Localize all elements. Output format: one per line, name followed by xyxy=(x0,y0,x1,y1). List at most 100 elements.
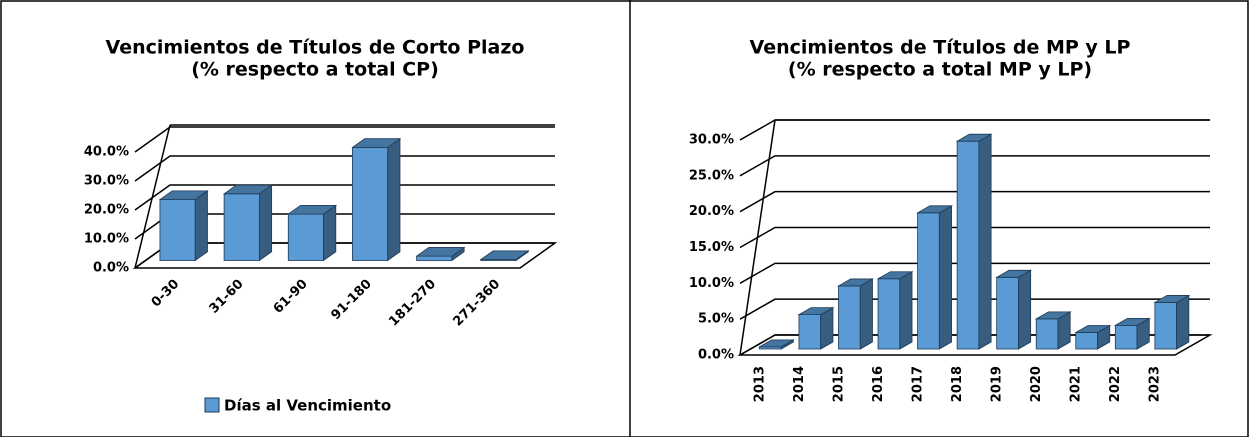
bar-front xyxy=(838,285,861,350)
bar xyxy=(479,250,530,262)
bar-front xyxy=(159,199,196,261)
legend-swatch xyxy=(204,397,220,413)
grid-line xyxy=(134,155,555,182)
x-tick-label: 2019 xyxy=(990,366,1005,402)
bar-top xyxy=(955,133,993,142)
y-tick-label: 40.0% xyxy=(84,145,129,160)
y-tick-label: 15.0% xyxy=(689,240,734,255)
bar xyxy=(287,204,338,262)
y-tick-label: 30.0% xyxy=(84,174,129,189)
y-tick-label: 20.0% xyxy=(84,203,129,218)
floor xyxy=(737,334,1213,356)
bar-top xyxy=(797,307,835,316)
x-tick-label: 61-90 xyxy=(271,277,311,317)
bar-front xyxy=(1035,318,1059,350)
chart-title: Vencimientos de Títulos de Corto Plazo xyxy=(106,37,525,59)
bar-top xyxy=(1074,325,1112,333)
x-tick-label: 2018 xyxy=(950,366,965,402)
bar-side xyxy=(938,205,952,350)
bar-side xyxy=(1018,269,1032,350)
x-tick-label: 2013 xyxy=(752,366,767,402)
bar-side xyxy=(1176,294,1190,350)
bar-side xyxy=(899,271,913,350)
bar-front xyxy=(223,193,260,261)
bar xyxy=(1113,317,1151,350)
bar xyxy=(836,278,874,350)
grid-line xyxy=(134,126,555,153)
bar-side xyxy=(387,137,401,262)
bar xyxy=(1034,311,1072,350)
x-tick-label: 2020 xyxy=(1029,366,1044,402)
y-tick-label: 5.0% xyxy=(698,312,734,327)
chart-title: Vencimientos de Títulos de MP y LP xyxy=(750,37,1131,59)
bar-side xyxy=(258,184,273,262)
bar-side xyxy=(323,204,337,262)
grid-line xyxy=(739,298,1210,320)
x-tick-label: 2021 xyxy=(1069,366,1084,402)
grid-line xyxy=(739,226,1210,249)
x-tick-label: 0-30 xyxy=(149,277,183,311)
x-tick-label: 2023 xyxy=(1148,366,1163,402)
bar-top xyxy=(995,269,1033,278)
bar-top xyxy=(916,205,954,214)
bar-front xyxy=(917,212,940,350)
bar-side xyxy=(978,133,992,350)
bar-side xyxy=(859,278,873,350)
grid-line xyxy=(739,190,1210,213)
bar xyxy=(1074,324,1112,350)
x-tick-label: 31-60 xyxy=(207,277,247,317)
bar-side xyxy=(194,190,208,262)
chart-title: (% respecto a total MP y LP) xyxy=(788,59,1092,81)
bar xyxy=(797,306,835,350)
bar xyxy=(158,190,209,262)
y-tick-label: 0.0% xyxy=(698,348,734,363)
bar-top xyxy=(158,190,209,201)
x-tick-label: 181-270 xyxy=(386,277,439,330)
floor xyxy=(132,242,558,269)
wall-edge xyxy=(134,124,171,269)
x-tick-label: 2017 xyxy=(910,366,925,402)
bar-top xyxy=(1113,317,1151,326)
chart-title: (% respecto a total CP) xyxy=(191,59,439,81)
bar xyxy=(995,269,1033,350)
bar-top xyxy=(836,278,874,287)
bar xyxy=(757,339,795,350)
bar-front xyxy=(416,255,453,261)
bar-top xyxy=(1034,311,1072,320)
bar xyxy=(351,137,402,262)
bar-front xyxy=(877,278,901,350)
bar xyxy=(955,133,993,350)
bar xyxy=(1153,294,1191,350)
bar-top xyxy=(287,204,338,215)
x-tick-label: 2022 xyxy=(1108,366,1123,402)
x-tick-label: 2015 xyxy=(831,366,846,402)
bar-top xyxy=(351,138,402,148)
bar-top xyxy=(415,246,466,257)
grid-line xyxy=(134,184,555,211)
bar-top xyxy=(479,250,530,261)
bar xyxy=(415,246,466,262)
bar-front xyxy=(1075,332,1098,350)
y-tick-label: 0.0% xyxy=(93,261,129,276)
bar-front xyxy=(352,146,389,261)
bar xyxy=(222,184,273,262)
bar xyxy=(876,271,914,350)
x-tick-label: 91-180 xyxy=(328,277,374,323)
bar-front xyxy=(1154,302,1178,350)
bar-top xyxy=(757,339,795,348)
grid-line xyxy=(739,155,1210,177)
y-tick-label: 10.0% xyxy=(689,276,734,291)
x-tick-label: 2016 xyxy=(871,366,886,402)
bar-top xyxy=(1153,295,1191,303)
bar-front xyxy=(287,213,324,261)
bar-front xyxy=(956,140,980,350)
x-tick-label: 2014 xyxy=(792,366,807,402)
x-tick-label: 271-360 xyxy=(450,277,503,330)
grid-line xyxy=(739,262,1210,284)
bar-top xyxy=(876,271,914,280)
bar-top xyxy=(222,184,273,195)
legend-label: Días al Vencimiento xyxy=(224,397,391,415)
y-tick-label: 20.0% xyxy=(689,204,734,219)
